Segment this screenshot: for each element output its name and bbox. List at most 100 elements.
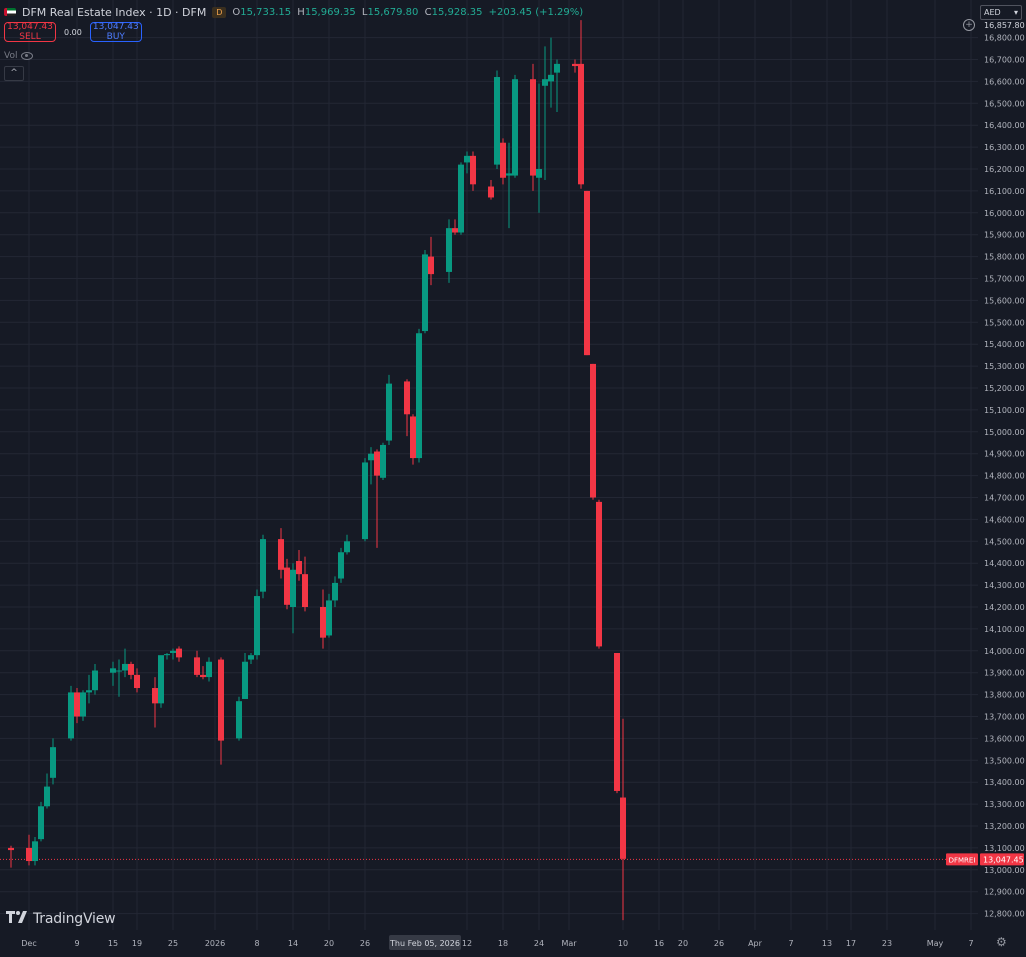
buy-button[interactable]: 13,047.43 BUY [89,21,142,42]
data-delay-badge[interactable]: D [212,6,227,18]
axes-layer: 12,800.00 12,900.00 13,000.00 13,100.00 13,2… [21,21,1025,950]
x-tick-label: 20 [324,939,334,948]
candle-body [206,661,212,678]
chart-grid [0,0,978,930]
buy-price: 13,047.43 [92,21,139,32]
x-tick-label: 23 [882,939,892,948]
candle-body [170,650,176,653]
candle-body [338,552,344,579]
open-label: O [232,6,241,18]
candle-body [74,692,80,717]
eye-icon[interactable] [21,52,34,60]
candle-body [122,663,128,671]
candle-body [512,79,518,176]
y-tick-label: 15,600.00 [984,296,1025,305]
candle-body [92,670,98,691]
trade-panel: 13,047.43 SELL 0.00 13,047.43 BUY [4,22,142,42]
candle-body [242,661,248,699]
candle-body [362,462,368,540]
sell-price: 13,047.43 [7,21,53,32]
y-tick-label: 13,900.00 [984,669,1025,678]
candle-body [584,190,590,356]
x-tick-label: 24 [534,939,544,948]
volume-legend[interactable]: Vol [4,51,34,61]
x-tick-label: 12 [462,939,472,948]
y-tick-label: 15,500.00 [984,318,1025,327]
collapse-legend-button[interactable]: ^ [4,66,24,81]
y-tick-label: 14,900.00 [984,450,1025,459]
x-tick-label: 9 [74,939,79,948]
sell-button[interactable]: 13,047.43 SELL [4,22,56,42]
y-tick-label: 14,000.00 [984,647,1025,656]
candle-body [32,841,38,862]
gear-icon[interactable]: ⚙ [996,935,1007,949]
currency-selector[interactable]: AED ▾ [980,5,1022,20]
y-tick-label: 13,100.00 [984,844,1025,853]
candle-body [26,847,32,862]
x-tick-label: 10 [618,939,628,948]
sell-label: SELL [19,31,41,42]
logo-text: TradingView [33,911,116,927]
chart-legend: DFM Real Estate Index · 1D · DFM D O15,7… [4,4,583,20]
candle-body [590,363,596,498]
candle-body [614,652,620,791]
candle-body [620,797,626,859]
candle-body [578,63,584,185]
y-tick-label: 15,300.00 [984,362,1025,371]
candle-body [596,501,602,647]
candle-body [380,444,386,478]
candle-body [554,63,560,73]
x-tick-label: 8 [254,939,259,948]
tradingview-logo[interactable]: TradingView [6,911,116,927]
candle-body [116,670,122,672]
candle-body [500,142,506,178]
candle-body [254,596,260,656]
x-tick-label: 15 [108,939,118,948]
crosshair-date-box [389,935,461,950]
x-tick-label: 17 [846,939,856,948]
low-value: 15,679.80 [367,6,419,18]
y-tick-label: 15,100.00 [984,406,1025,415]
candle-body [320,607,326,638]
add-plus-icon[interactable]: + [963,19,975,31]
x-tick-label: 20 [678,939,688,948]
candle-body [572,63,578,67]
candle-body [296,561,302,575]
candle-body [260,539,266,592]
x-tick-label: 25 [168,939,178,948]
x-tick-label: 26 [360,939,370,948]
close-value: 15,928.35 [431,6,483,18]
x-tick-label: Dec [21,939,36,948]
high-label: H [297,6,305,18]
volume-label: Vol [4,51,18,61]
y-tick-label: 15,200.00 [984,384,1025,393]
candle-body [422,254,428,332]
x-tick-label: 26 [714,939,724,948]
y-tick-label: 14,100.00 [984,625,1025,634]
uae-flag-icon [4,8,16,16]
symbol-tag-box [946,853,978,866]
x-tick-label: 19 [132,939,142,948]
candle-body [404,381,410,415]
high-value: 15,969.35 [304,6,356,18]
candle-body [152,688,158,704]
candle-body [50,747,56,778]
candle-body [458,164,464,233]
candle-body [134,674,140,689]
y-tick-label: 15,400.00 [984,340,1025,349]
x-tick-label: Mar [561,939,577,948]
y-tick-label: 13,500.00 [984,756,1025,765]
candle-body [176,648,182,658]
x-tick-label: 13 [822,939,832,948]
y-tick-label: 16,300.00 [984,143,1025,152]
candle-body [488,186,494,198]
y-tick-label: 14,400.00 [984,559,1025,568]
candle-body [464,155,470,163]
candle-body [194,657,200,675]
y-tick-label: 12,900.00 [984,888,1025,897]
y-tick-label: 13,200.00 [984,822,1025,831]
symbol-title[interactable]: DFM Real Estate Index · 1D · DFM [22,5,207,19]
y-tick-label: 15,800.00 [984,253,1025,262]
candle-body [332,582,338,601]
